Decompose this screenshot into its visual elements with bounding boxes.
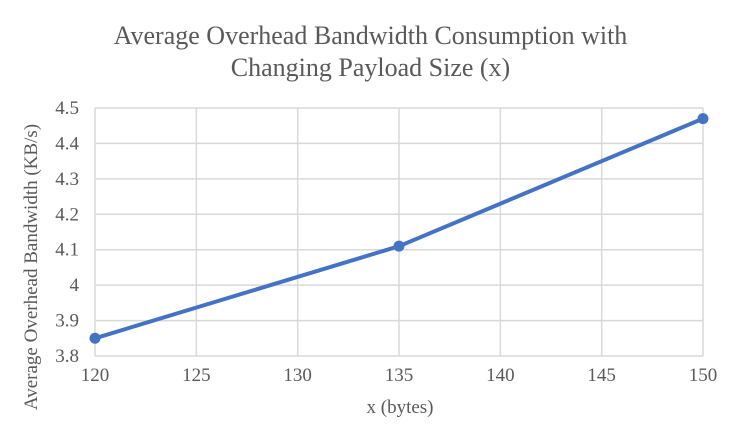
chart-title: Average Overhead Bandwidth Consumption w… <box>0 20 741 84</box>
data-point-marker <box>89 332 101 344</box>
y-tick-label: 4.3 <box>55 169 79 190</box>
data-point-marker <box>697 113 709 125</box>
y-tick-label: 4.1 <box>55 240 79 261</box>
x-tick-label: 125 <box>182 365 211 386</box>
chart-title-line1: Average Overhead Bandwidth Consumption w… <box>113 21 628 50</box>
x-tick-label: 140 <box>486 365 515 386</box>
x-tick-label: 120 <box>81 365 110 386</box>
data-point-marker <box>393 240 405 252</box>
chart-title-line2: Changing Payload Size (x) <box>230 53 511 82</box>
y-tick-label: 4 <box>70 275 80 296</box>
x-tick-label: 130 <box>283 365 312 386</box>
x-tick-label: 135 <box>385 365 414 386</box>
y-tick-label: 4.2 <box>55 204 79 225</box>
x-axis-title: x (bytes) <box>366 397 434 418</box>
x-tick-label: 145 <box>587 365 616 386</box>
y-tick-label: 3.9 <box>55 311 79 332</box>
y-tick-label: 3.8 <box>55 346 79 367</box>
x-tick-label: 150 <box>689 365 718 386</box>
y-tick-label: 4.5 <box>55 98 79 119</box>
y-tick-label: 4.4 <box>55 133 79 154</box>
